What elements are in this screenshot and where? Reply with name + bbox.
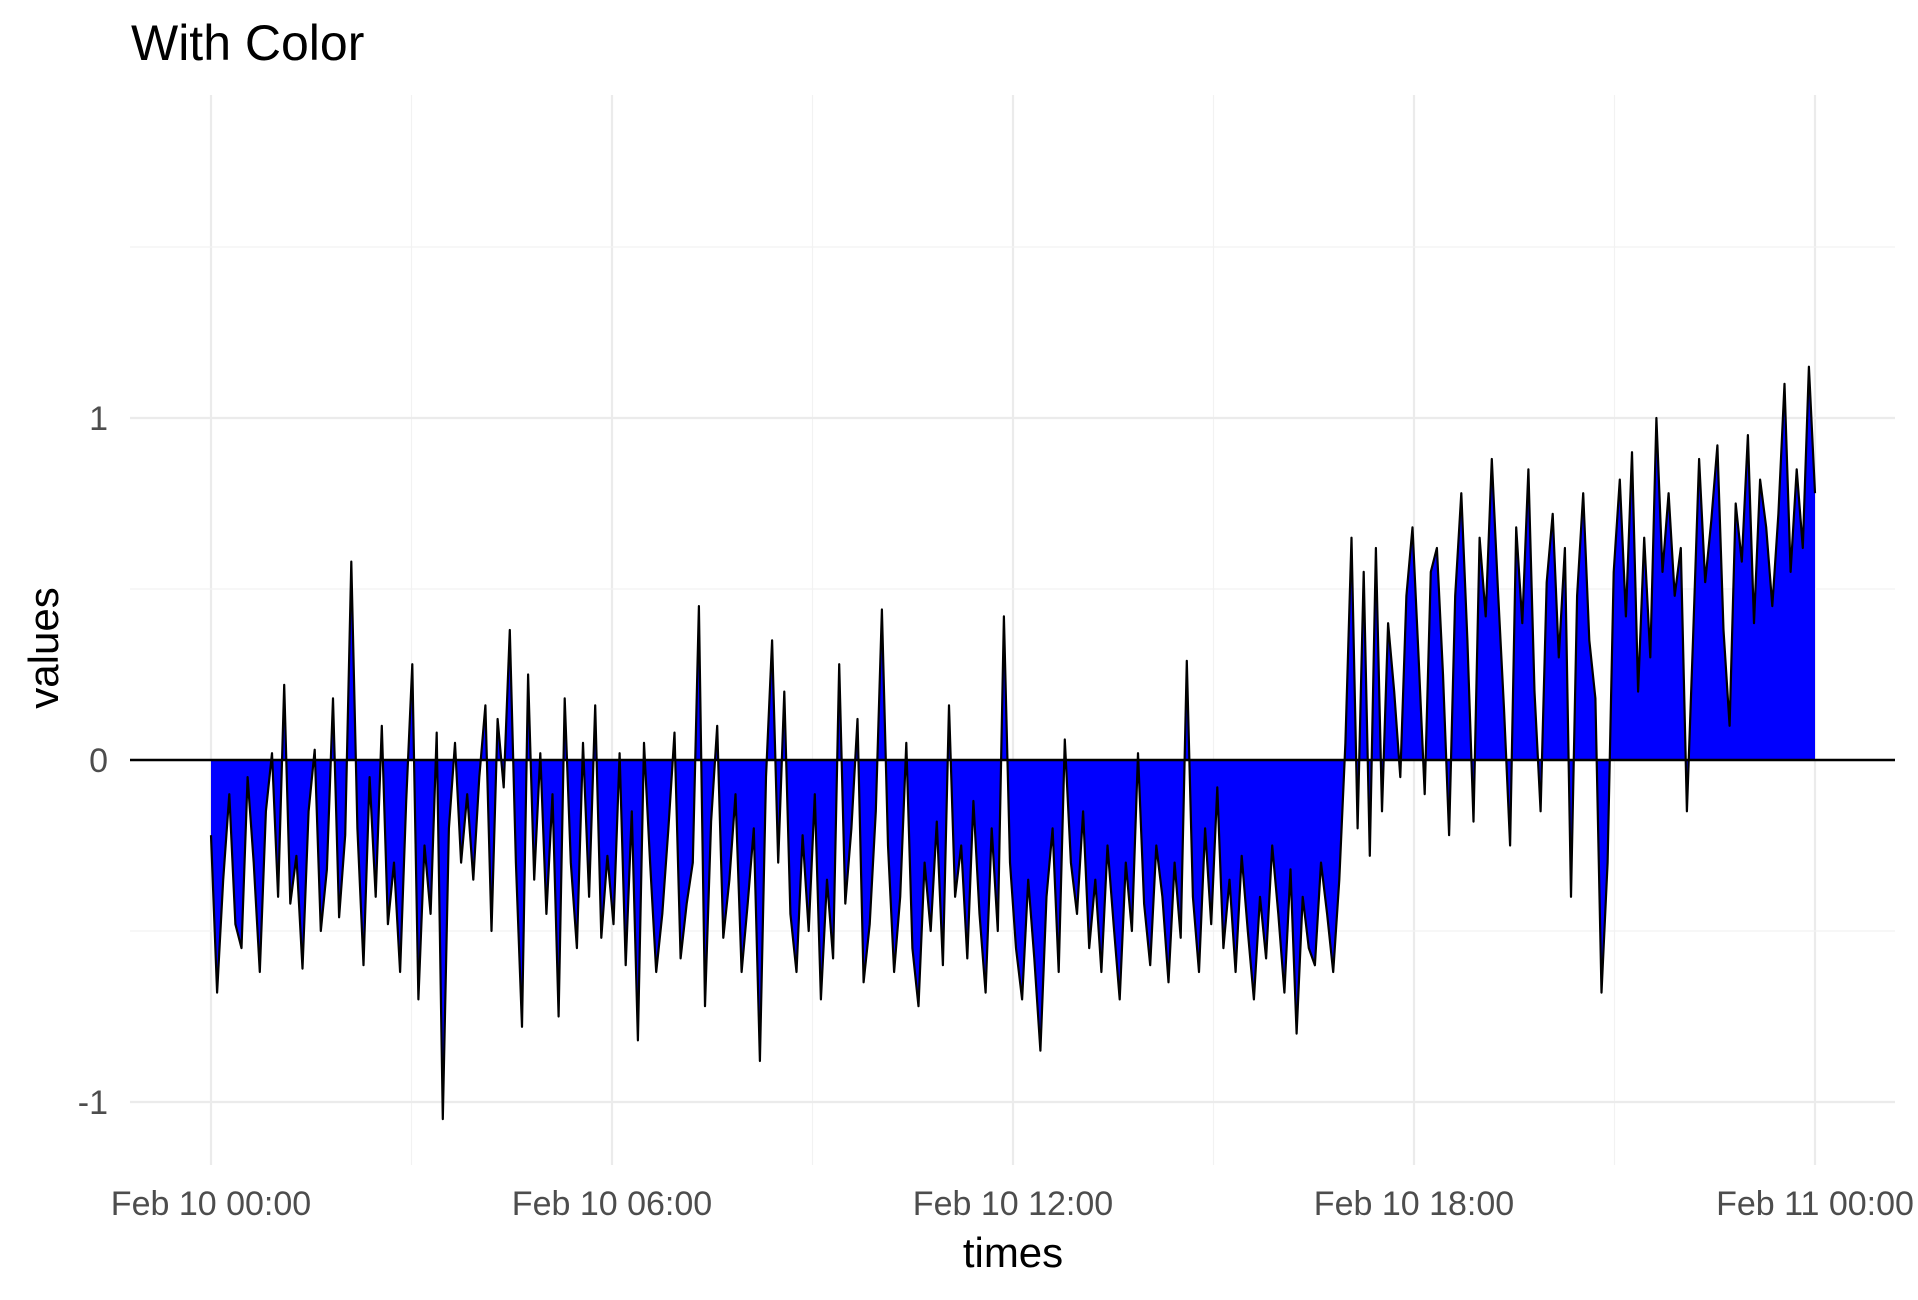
series-line	[209, 365, 1817, 1121]
y-tick-label: 0	[89, 742, 108, 780]
x-axis-title: times	[963, 1229, 1063, 1276]
area-fill	[211, 366, 1815, 1120]
data-series	[130, 365, 1895, 1121]
x-tick-label: Feb 10 12:00	[913, 1185, 1113, 1223]
x-tick-label: Feb 10 18:00	[1314, 1185, 1514, 1223]
y-axis-title: values	[20, 587, 67, 708]
y-tick-label: 1	[89, 400, 108, 438]
chart-title: With Color	[131, 15, 365, 71]
y-tick-label: -1	[78, 1084, 108, 1122]
x-tick-label: Feb 11 00:00	[1716, 1185, 1914, 1223]
x-tick-label: Feb 10 06:00	[512, 1185, 712, 1223]
x-tick-label: Feb 10 00:00	[111, 1185, 311, 1223]
axis-labels: -1 0 1 Feb 10 00:00 Feb 10 06:00 Feb 10 12:00…	[78, 400, 1914, 1223]
